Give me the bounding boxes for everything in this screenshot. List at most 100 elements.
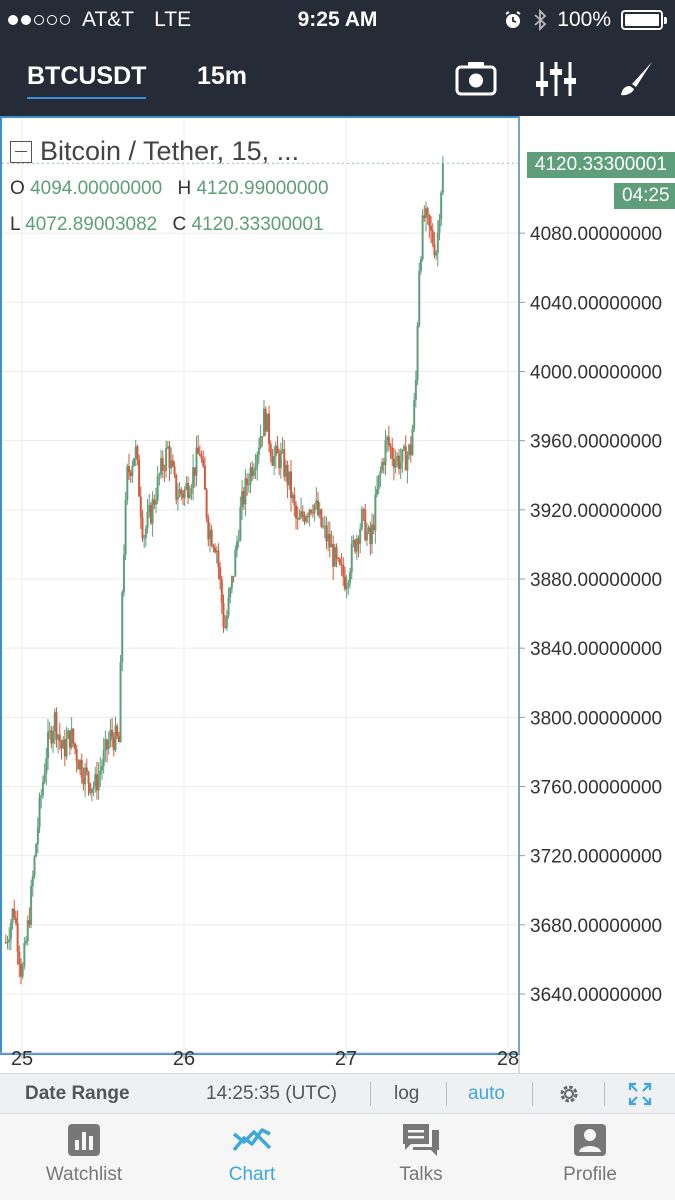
candle-body — [161, 458, 164, 471]
candle-body — [38, 796, 41, 828]
utc-time[interactable]: 14:25:35 (UTC) — [206, 1083, 337, 1104]
low-label: L — [10, 214, 20, 235]
close-label: C — [172, 214, 187, 235]
candle-body — [43, 773, 46, 783]
candle-body — [256, 454, 259, 468]
candle-body — [82, 777, 85, 785]
candle-body — [310, 509, 313, 513]
candle-body — [48, 730, 51, 732]
bar-countdown: 04:25 — [614, 183, 675, 209]
candle-body — [166, 446, 169, 448]
gear-icon[interactable] — [557, 1082, 581, 1106]
candle-body — [214, 547, 217, 553]
candle-body — [203, 466, 206, 490]
candle-body — [322, 526, 325, 528]
candle-body — [139, 496, 142, 518]
candle-body — [347, 582, 350, 587]
candle-body — [55, 712, 58, 740]
candle-body — [268, 413, 271, 444]
candle-body — [73, 743, 76, 749]
candle-body — [296, 518, 299, 520]
candle-body — [229, 587, 232, 598]
candle-body — [338, 559, 341, 565]
camera-icon[interactable] — [453, 56, 499, 102]
divider — [532, 1082, 533, 1106]
open-value: 4094.00000000 — [30, 178, 163, 199]
time-tick-label: 27 — [335, 1048, 357, 1070]
candle-body — [391, 447, 394, 459]
date-range-button[interactable]: Date Range — [25, 1083, 130, 1104]
price-tick-label: 4080.00000000 — [530, 224, 662, 245]
tab-chart[interactable]: Chart — [168, 1122, 336, 1186]
candle-body — [92, 786, 95, 789]
symbol-selector[interactable]: BTCUSDT — [27, 62, 147, 99]
candle-body — [318, 509, 321, 516]
candle-body — [36, 827, 39, 845]
candle-body — [274, 445, 277, 457]
candle-body — [156, 475, 159, 501]
candle-body — [153, 499, 156, 505]
low-value: 4072.89003082 — [25, 214, 158, 235]
candle-body — [60, 741, 63, 749]
brush-icon[interactable] — [612, 56, 658, 102]
candle-body — [97, 774, 100, 791]
candle-body — [70, 728, 73, 748]
candle-body — [45, 758, 48, 774]
candle-body — [102, 750, 105, 767]
candle-body — [136, 446, 139, 460]
bar-chart-icon — [68, 1124, 100, 1156]
candle-body — [8, 939, 11, 943]
candle-body — [208, 529, 211, 540]
candle-body — [200, 455, 203, 459]
candle-body — [325, 525, 328, 542]
candle-body — [6, 942, 9, 944]
candle-body — [428, 214, 431, 227]
candle-body — [396, 455, 399, 462]
collapse-legend-icon[interactable] — [10, 140, 32, 163]
interval-selector[interactable]: 15m — [197, 62, 248, 90]
candle-body — [106, 739, 109, 750]
candle-body — [111, 729, 114, 738]
time-tick-label: 25 — [11, 1048, 33, 1070]
price-chart[interactable]: 4080.00000000 4040.00000000 4000.00000000 3… — [0, 116, 675, 1073]
candle-body — [77, 761, 80, 770]
candle-body — [16, 923, 19, 952]
candle-body — [87, 771, 90, 784]
time-tick-label: 26 — [173, 1048, 195, 1070]
candle-body — [151, 499, 154, 524]
tab-label: Talks — [399, 1164, 443, 1185]
candle-body — [397, 455, 400, 469]
fullscreen-icon[interactable] — [628, 1082, 652, 1106]
candle-body — [65, 738, 68, 757]
candle-body — [148, 505, 151, 513]
candle-body — [154, 500, 157, 505]
log-scale-toggle[interactable]: log — [394, 1083, 420, 1104]
candle-body — [333, 547, 336, 567]
candle-body — [95, 774, 98, 791]
chart-area[interactable]: 4080.00000000 4040.00000000 4000.00000000 3… — [0, 116, 675, 1073]
auto-scale-toggle[interactable]: auto — [468, 1083, 505, 1104]
tab-watchlist[interactable]: Watchlist — [0, 1122, 168, 1186]
candle-body — [220, 579, 223, 604]
candle-body — [261, 436, 264, 438]
price-tick-label: 4040.00000000 — [530, 293, 662, 314]
tab-talks[interactable]: Talks — [337, 1122, 505, 1186]
candle-body — [247, 484, 250, 486]
price-tick-label: 3800.00000000 — [530, 708, 662, 729]
candle-body — [382, 462, 385, 466]
candle-body — [374, 494, 377, 531]
price-tick-label: 4000.00000000 — [530, 363, 662, 384]
candle-body — [399, 461, 402, 469]
candle-body — [121, 592, 124, 663]
ohlc-row-1: O 4094.00000000 H 4120.99000000 — [10, 178, 339, 200]
sliders-icon[interactable] — [533, 56, 579, 102]
candle-body — [131, 465, 134, 476]
candle-body — [146, 512, 149, 529]
candle-body — [205, 489, 208, 518]
candle-body — [283, 449, 286, 477]
candle-body — [158, 474, 161, 476]
tab-profile[interactable]: Profile — [506, 1122, 674, 1186]
candle-body — [273, 456, 276, 466]
candle-body — [144, 528, 147, 538]
candle-body — [241, 491, 244, 508]
